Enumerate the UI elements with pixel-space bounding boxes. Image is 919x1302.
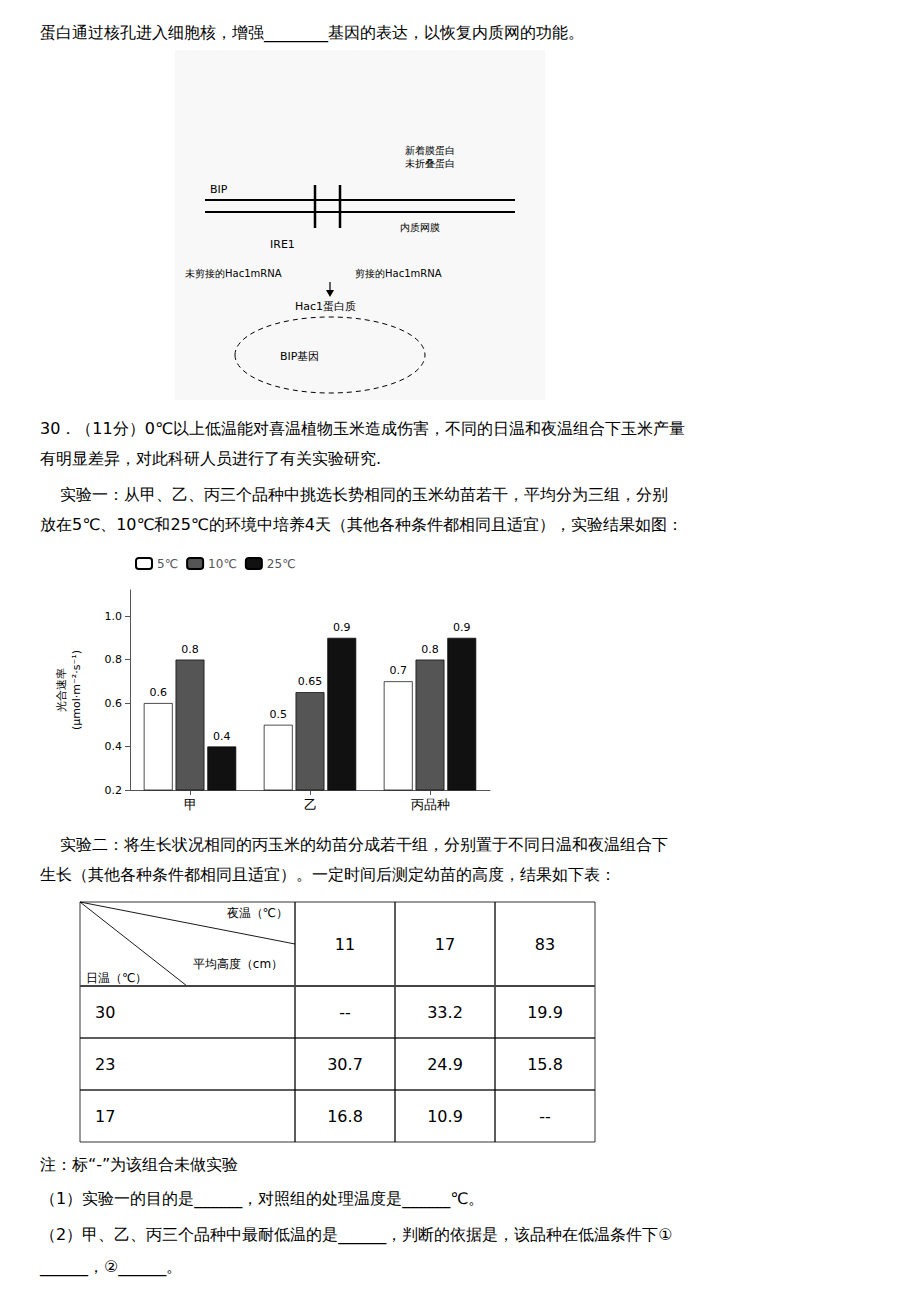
svg-text:10℃: 10℃ [208, 557, 237, 571]
svg-text:甲: 甲 [184, 797, 197, 812]
svg-text:17: 17 [95, 1107, 115, 1126]
svg-text:实验一：从甲、乙、丙三个品种中挑选长势相同的玉米幼苗若干，平: 实验一：从甲、乙、丙三个品种中挑选长势相同的玉米幼苗若干，平均分为三组，分别 [40, 485, 668, 504]
svg-text:Hac1蛋白质: Hac1蛋白质 [295, 300, 356, 313]
svg-text:--: -- [539, 1107, 551, 1126]
svg-text:1.0: 1.0 [105, 610, 123, 623]
svg-text:33.2: 33.2 [427, 1003, 463, 1022]
svg-text:15.8: 15.8 [527, 1055, 563, 1074]
svg-text:日温（℃）: 日温（℃） [86, 971, 147, 985]
svg-text:光合速率: 光合速率 [55, 668, 68, 712]
svg-text:有明显差异，对此科研人员进行了有关实验研究.: 有明显差异，对此科研人员进行了有关实验研究. [40, 449, 381, 468]
svg-text:生长（其他各种条件都相同且适宜）。一定时间后测定幼苗的高度，: 生长（其他各种条件都相同且适宜）。一定时间后测定幼苗的高度，结果如下表： [40, 865, 616, 884]
svg-text:--: -- [339, 1003, 351, 1022]
svg-text:乙: 乙 [304, 797, 317, 812]
svg-text:0.5: 0.5 [269, 708, 287, 721]
svg-text:未折叠蛋白: 未折叠蛋白 [405, 158, 455, 169]
svg-text:注：标“-”为该组合未做实验: 注：标“-”为该组合未做实验 [40, 1155, 238, 1174]
svg-text:23: 23 [95, 1055, 115, 1074]
svg-text:夜温（℃）: 夜温（℃） [227, 906, 288, 920]
svg-text:蛋白通过核孔进入细胞核，增强________基因的表达，以恢: 蛋白通过核孔进入细胞核，增强________基因的表达，以恢复内质网的功能。 [40, 23, 584, 43]
svg-text:（2）甲、乙、丙三个品种中最耐低温的是______，判断的依: （2）甲、乙、丙三个品种中最耐低温的是______，判断的依据是，该品种在低温条… [40, 1225, 673, 1245]
svg-text:0.4: 0.4 [105, 740, 123, 753]
svg-text:16.8: 16.8 [327, 1107, 363, 1126]
svg-text:5℃: 5℃ [157, 557, 178, 571]
svg-text:0.8: 0.8 [105, 653, 123, 666]
svg-text:24.9: 24.9 [427, 1055, 463, 1074]
svg-text:内质网膜: 内质网膜 [400, 222, 440, 233]
svg-text:IRE1: IRE1 [270, 238, 295, 251]
svg-text:0.6: 0.6 [149, 686, 167, 699]
svg-text:0.9: 0.9 [453, 621, 471, 634]
svg-text:(μmol·m⁻²·s⁻¹): (μmol·m⁻²·s⁻¹) [70, 650, 83, 730]
svg-text:19.9: 19.9 [527, 1003, 563, 1022]
svg-text:0.9: 0.9 [333, 621, 351, 634]
svg-text:实验二：将生长状况相同的丙玉米的幼苗分成若干组，分别置于不同: 实验二：将生长状况相同的丙玉米的幼苗分成若干组，分别置于不同日温和夜温组合下 [40, 835, 668, 854]
svg-text:0.7: 0.7 [389, 664, 407, 677]
svg-text:83: 83 [535, 935, 555, 954]
svg-text:11: 11 [335, 935, 355, 954]
svg-text:0.8: 0.8 [181, 643, 199, 656]
svg-text:______，②______。: ______，②______。 [39, 1257, 182, 1277]
svg-text:0.8: 0.8 [421, 643, 439, 656]
svg-text:30．（11分）0℃以上低温能对喜温植物玉米造成伤害，不同的: 30．（11分）0℃以上低温能对喜温植物玉米造成伤害，不同的日温和夜温组合下玉米… [40, 419, 685, 438]
svg-text:平均高度（cm）: 平均高度（cm） [193, 957, 283, 971]
svg-text:未剪接的Hac1mRNA: 未剪接的Hac1mRNA [185, 268, 282, 279]
svg-text:BIP基因: BIP基因 [280, 350, 319, 363]
svg-text:0.6: 0.6 [105, 697, 123, 710]
svg-text:（1）实验一的目的是______，对照组的处理温度是____: （1）实验一的目的是______，对照组的处理温度是______℃。 [40, 1189, 484, 1209]
svg-text:剪接的Hac1mRNA: 剪接的Hac1mRNA [355, 268, 442, 279]
svg-text:0.2: 0.2 [105, 784, 123, 797]
svg-text:BIP: BIP [210, 183, 228, 196]
svg-text:30: 30 [95, 1003, 115, 1022]
svg-text:30.7: 30.7 [327, 1055, 363, 1074]
svg-text:0.4: 0.4 [213, 730, 231, 743]
svg-text:25℃: 25℃ [267, 557, 296, 571]
svg-text:0.65: 0.65 [298, 675, 323, 688]
svg-text:17: 17 [435, 935, 455, 954]
svg-text:丙品种: 丙品种 [411, 797, 450, 812]
svg-text:放在5℃、10℃和25℃的环境中培养4天（其他各种条件都相同: 放在5℃、10℃和25℃的环境中培养4天（其他各种条件都相同且适宜），实验结果如… [40, 515, 683, 534]
svg-text:新着膜蛋白: 新着膜蛋白 [405, 145, 455, 156]
svg-text:10.9: 10.9 [427, 1107, 463, 1126]
